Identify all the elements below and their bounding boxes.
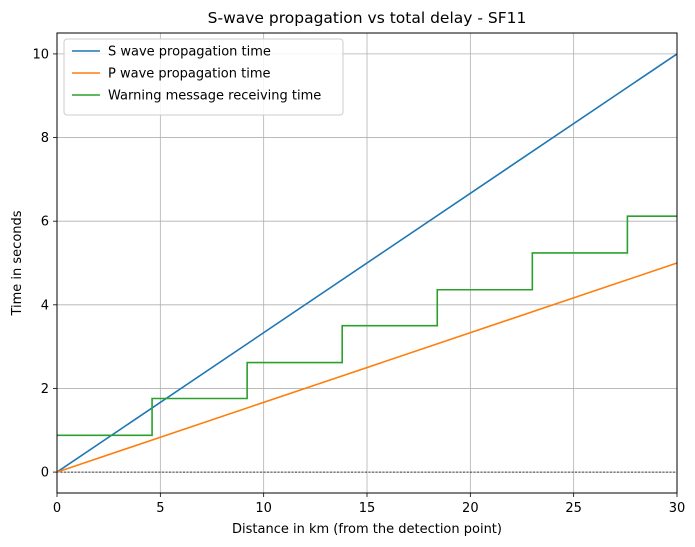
x-tick-label: 15 [359, 501, 376, 516]
y-axis-label: Time in seconds [10, 210, 25, 316]
y-tick-label: 10 [32, 47, 49, 62]
legend-entry: Warning message receiving time [108, 89, 321, 104]
x-tick-label: 5 [156, 501, 164, 516]
y-tick-label: 0 [41, 466, 49, 481]
series-layer [56, 53, 678, 473]
x-tick-label: 0 [53, 501, 61, 516]
x-tick-label: 20 [462, 501, 479, 516]
legend-entry: P wave propagation time [108, 67, 271, 82]
x-axis-label: Distance in km (from the detection point… [232, 522, 502, 537]
x-tick-label: 25 [565, 501, 582, 516]
series-line [56, 262, 678, 473]
series-line [57, 215, 677, 437]
y-tick-label: 2 [41, 382, 49, 397]
x-tick-label: 10 [255, 501, 272, 516]
y-tick-label: 8 [41, 131, 49, 146]
legend-box [63, 38, 344, 116]
y-tick-label: 4 [41, 298, 49, 313]
chart-title: S-wave propagation vs total delay - SF11 [208, 9, 527, 27]
y-tick-label: 6 [41, 215, 49, 230]
x-tick-label: 30 [669, 501, 686, 516]
legend-entry: S wave propagation time [108, 45, 271, 60]
legend: S wave propagation time P wave propagatio… [63, 38, 344, 116]
ticks: 0 5 10 15 20 25 30 0 2 4 6 8 10 [32, 47, 685, 516]
series-line [56, 53, 678, 473]
